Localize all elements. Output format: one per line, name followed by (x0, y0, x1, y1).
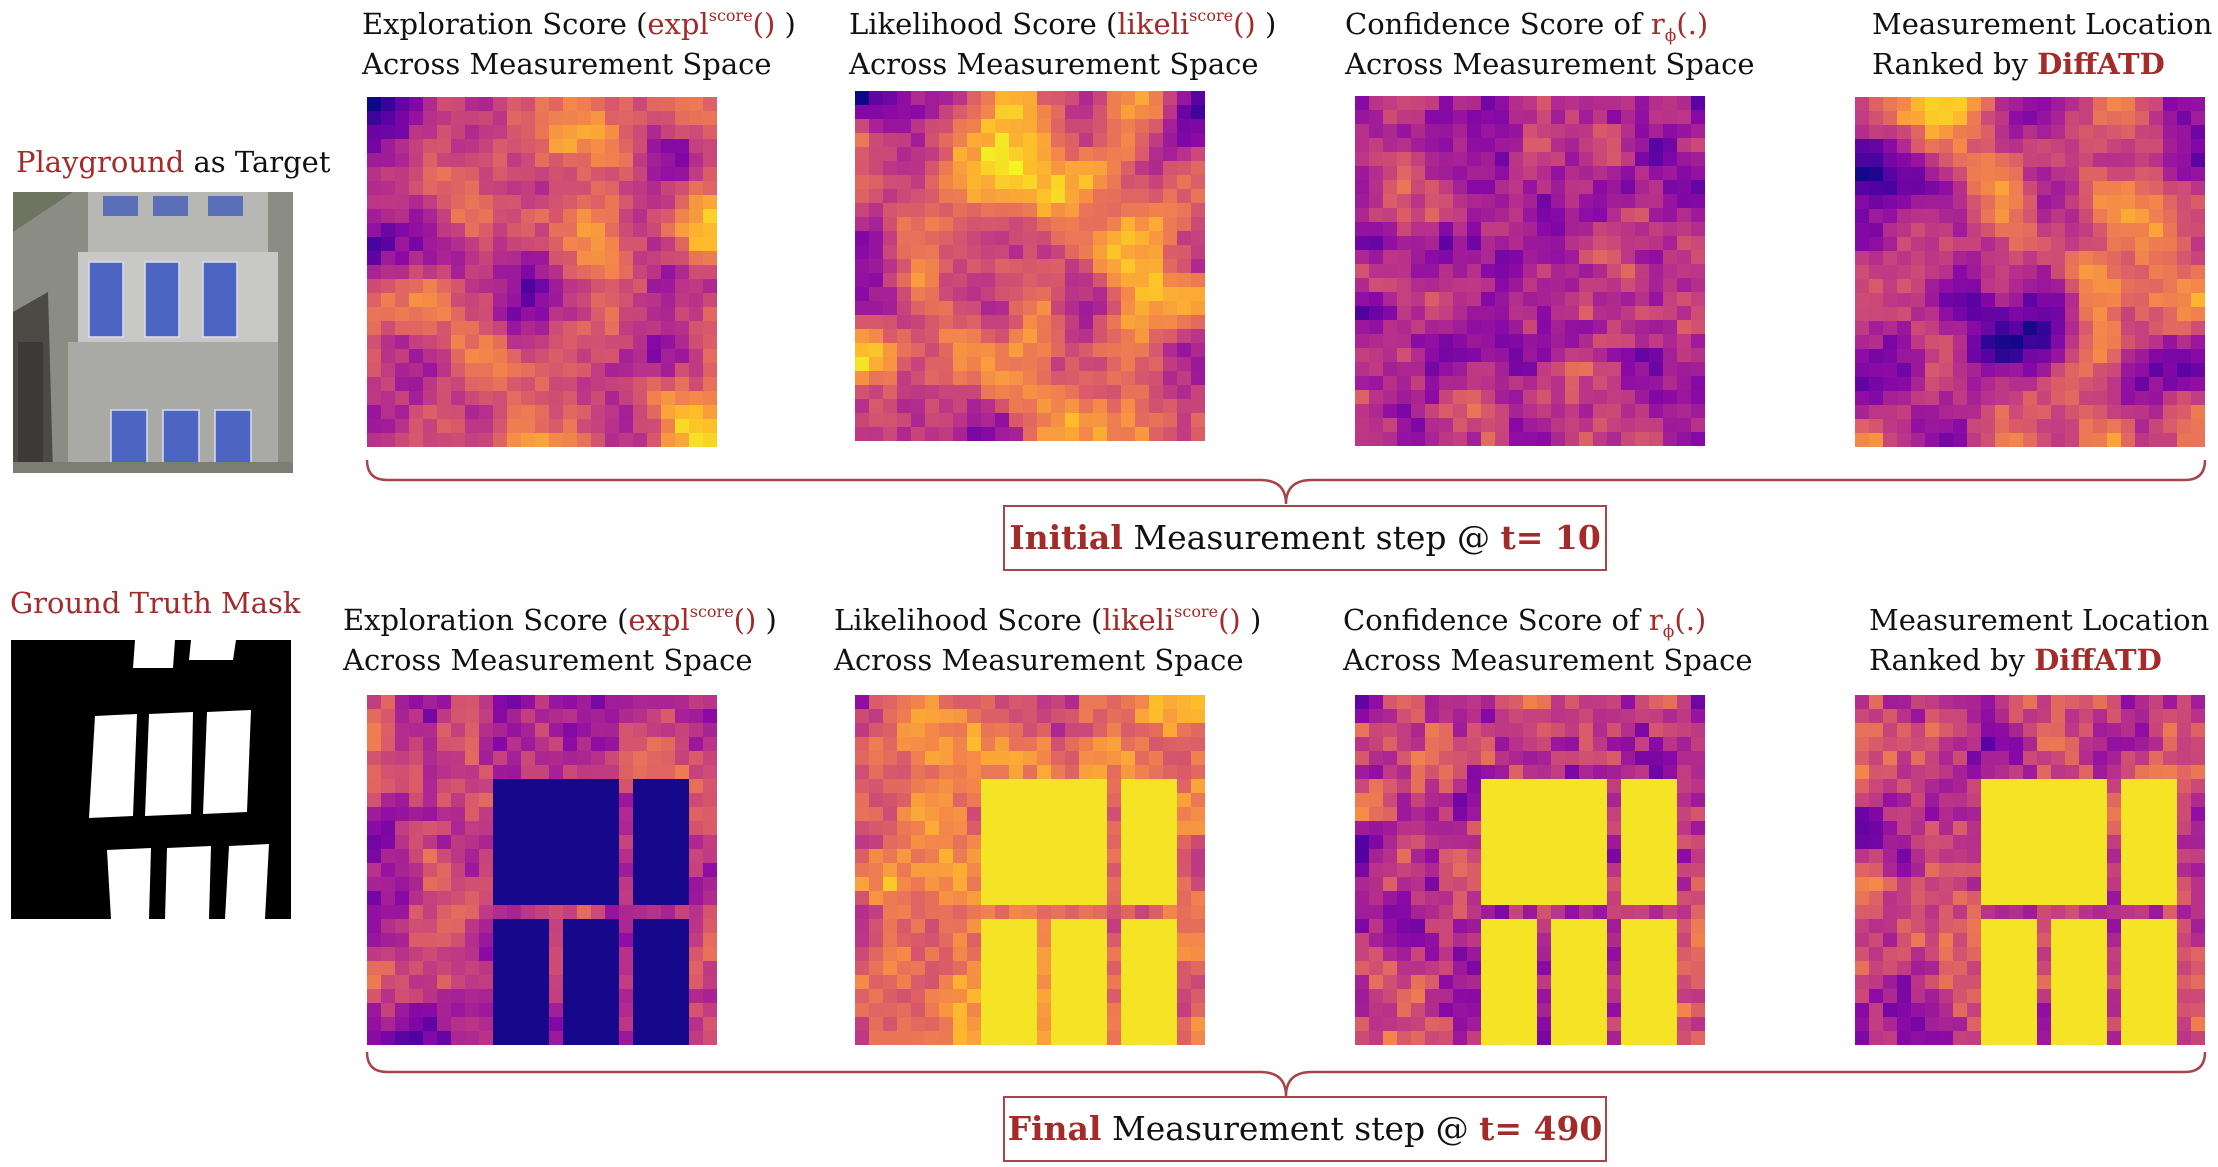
ground-truth-label: Ground Truth Mask (10, 586, 301, 620)
brace-final (365, 1051, 2207, 1097)
confidence-title-bottom: Confidence Score of rϕ(.) Across Measure… (1343, 603, 1753, 677)
initial-step-box: Initial Measurement step @ t= 10 (1003, 505, 1607, 571)
likelihood-heatmap-initial (855, 91, 1205, 441)
exploration-heatmap-initial (367, 97, 717, 447)
brace-initial (365, 459, 2207, 505)
ranked-heatmap-final (1855, 695, 2205, 1045)
exploration-title-bottom: Exploration Score (explscore() ) Across … (343, 602, 777, 677)
exploration-title-top: Exploration Score (explscore() ) Across … (362, 6, 796, 81)
ranked-heatmap-initial (1855, 97, 2205, 447)
confidence-heatmap-final (1355, 695, 1705, 1045)
confidence-heatmap-initial (1355, 96, 1705, 446)
final-step-box: Final Measurement step @ t= 490 (1003, 1096, 1607, 1162)
ranked-title-top: Measurement Location Ranked by DiffATD (1872, 7, 2213, 81)
playground-aerial-image (13, 192, 293, 473)
likelihood-heatmap-final (855, 695, 1205, 1045)
ground-truth-mask-image (11, 640, 291, 919)
likelihood-title-bottom: Likelihood Score (likeliscore() ) Across… (834, 602, 1262, 677)
exploration-heatmap-final (367, 695, 717, 1045)
likelihood-title-top: Likelihood Score (likeliscore() ) Across… (849, 6, 1277, 81)
target-label: Playground as Target (16, 145, 331, 179)
ranked-title-bottom: Measurement Location Ranked by DiffATD (1869, 603, 2210, 677)
confidence-title-top: Confidence Score of rϕ(.) Across Measure… (1345, 7, 1755, 81)
